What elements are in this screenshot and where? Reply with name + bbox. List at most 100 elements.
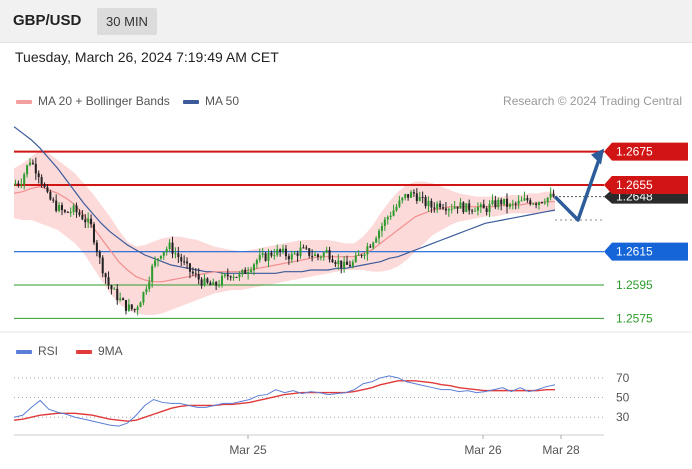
candle-body <box>124 300 127 311</box>
candle-body <box>130 304 133 309</box>
candle-body <box>180 257 183 262</box>
candle-body <box>203 278 206 286</box>
candle-body <box>95 242 98 252</box>
candle-body <box>174 253 177 255</box>
candle-body <box>552 193 555 197</box>
candle-body <box>235 276 238 278</box>
candle-body <box>49 191 52 200</box>
legend-ma20: MA 20 + Bollinger Bands <box>16 94 170 108</box>
candle-body <box>171 242 174 254</box>
candle-body <box>471 210 474 212</box>
legend-ma20-label: MA 20 + Bollinger Bands <box>38 94 170 108</box>
candle-body <box>52 199 55 201</box>
candle-body <box>46 187 49 192</box>
candle-body <box>334 262 337 265</box>
candle-body <box>119 298 122 301</box>
forecast-arrow-head <box>591 148 604 165</box>
candle-body <box>223 274 226 276</box>
candle-body <box>511 203 514 205</box>
candle-body <box>273 255 276 257</box>
candle-body <box>401 197 404 201</box>
x-tick-label-0: Mar 25 <box>229 443 267 457</box>
candle-body <box>267 252 270 261</box>
candle-body <box>476 207 479 211</box>
candle-body <box>55 200 58 211</box>
candle-body <box>23 174 26 185</box>
candle-body <box>505 198 509 207</box>
rsi-tick-50: 50 <box>616 391 630 405</box>
timeframe-badge[interactable]: 30 MIN <box>97 8 157 35</box>
candle-body <box>282 248 285 252</box>
candle-body <box>148 281 151 289</box>
candle-body <box>186 261 189 264</box>
candle-body <box>60 205 64 211</box>
candle-body <box>517 200 520 204</box>
candle-body <box>369 246 372 248</box>
candle-body <box>424 197 427 207</box>
candle-body <box>156 258 159 261</box>
candle-body <box>395 206 398 211</box>
x-tick-label-1: Mar 26 <box>464 443 502 457</box>
candle-body <box>168 242 171 249</box>
copyright-text: Research © 2024 Trading Central <box>503 94 682 108</box>
candle-body <box>66 211 69 213</box>
forecast-arrow <box>553 156 602 222</box>
timestamp: Tuesday, March 26, 2024 7:19:49 AM CET <box>15 49 279 65</box>
candle-body <box>398 200 401 207</box>
candle-body <box>421 196 424 198</box>
legend-ma20-swatch <box>16 99 32 104</box>
candle-body <box>380 225 383 231</box>
candle-body <box>14 183 17 185</box>
candle-body <box>218 284 221 286</box>
candle-body <box>351 262 354 267</box>
candle-body <box>459 202 462 209</box>
legend-ma50-label: MA 50 <box>205 94 240 108</box>
candle-body <box>17 183 20 185</box>
candles <box>14 157 555 316</box>
candle-body <box>447 209 450 211</box>
candle-body <box>183 261 186 263</box>
candle-body <box>90 218 93 225</box>
candle-body <box>305 247 308 249</box>
candle-body <box>491 200 494 205</box>
candle-body <box>418 196 421 201</box>
candle-body <box>529 200 532 205</box>
candle-body <box>354 255 357 263</box>
candle-body <box>383 219 386 226</box>
candle-body <box>500 199 503 205</box>
header-bar: GBP/USD 30 MIN <box>0 0 692 43</box>
candle-body <box>110 285 113 290</box>
candle-body <box>98 251 101 258</box>
candle-body <box>311 255 314 257</box>
candle-body <box>526 198 529 201</box>
candle-body <box>293 253 296 255</box>
candle-body <box>482 204 485 209</box>
candle-body <box>503 198 506 205</box>
candle-body <box>165 248 168 252</box>
candle-body <box>372 242 375 248</box>
candle-body <box>92 224 96 243</box>
candle-body <box>139 302 142 308</box>
candle-body <box>177 253 180 258</box>
candle-body <box>229 276 232 278</box>
candle-body <box>107 277 110 286</box>
candle-body <box>462 202 465 213</box>
candle-body <box>87 218 90 223</box>
candle-body <box>116 288 119 301</box>
candle-body <box>325 250 328 253</box>
candle-body <box>302 247 305 249</box>
rsi-panel: 70 50 30 <box>13 371 630 427</box>
candle-body <box>343 261 346 268</box>
candle-body <box>537 202 541 205</box>
candle-body <box>407 194 410 198</box>
candle-body <box>456 206 459 209</box>
candle-body <box>261 253 264 256</box>
candle-body <box>252 264 255 271</box>
candle-body <box>290 254 293 260</box>
candle-body <box>430 200 433 208</box>
candle-body <box>122 298 125 301</box>
candle-body <box>154 260 157 266</box>
bollinger-band <box>14 150 555 315</box>
candle-body <box>549 193 552 198</box>
